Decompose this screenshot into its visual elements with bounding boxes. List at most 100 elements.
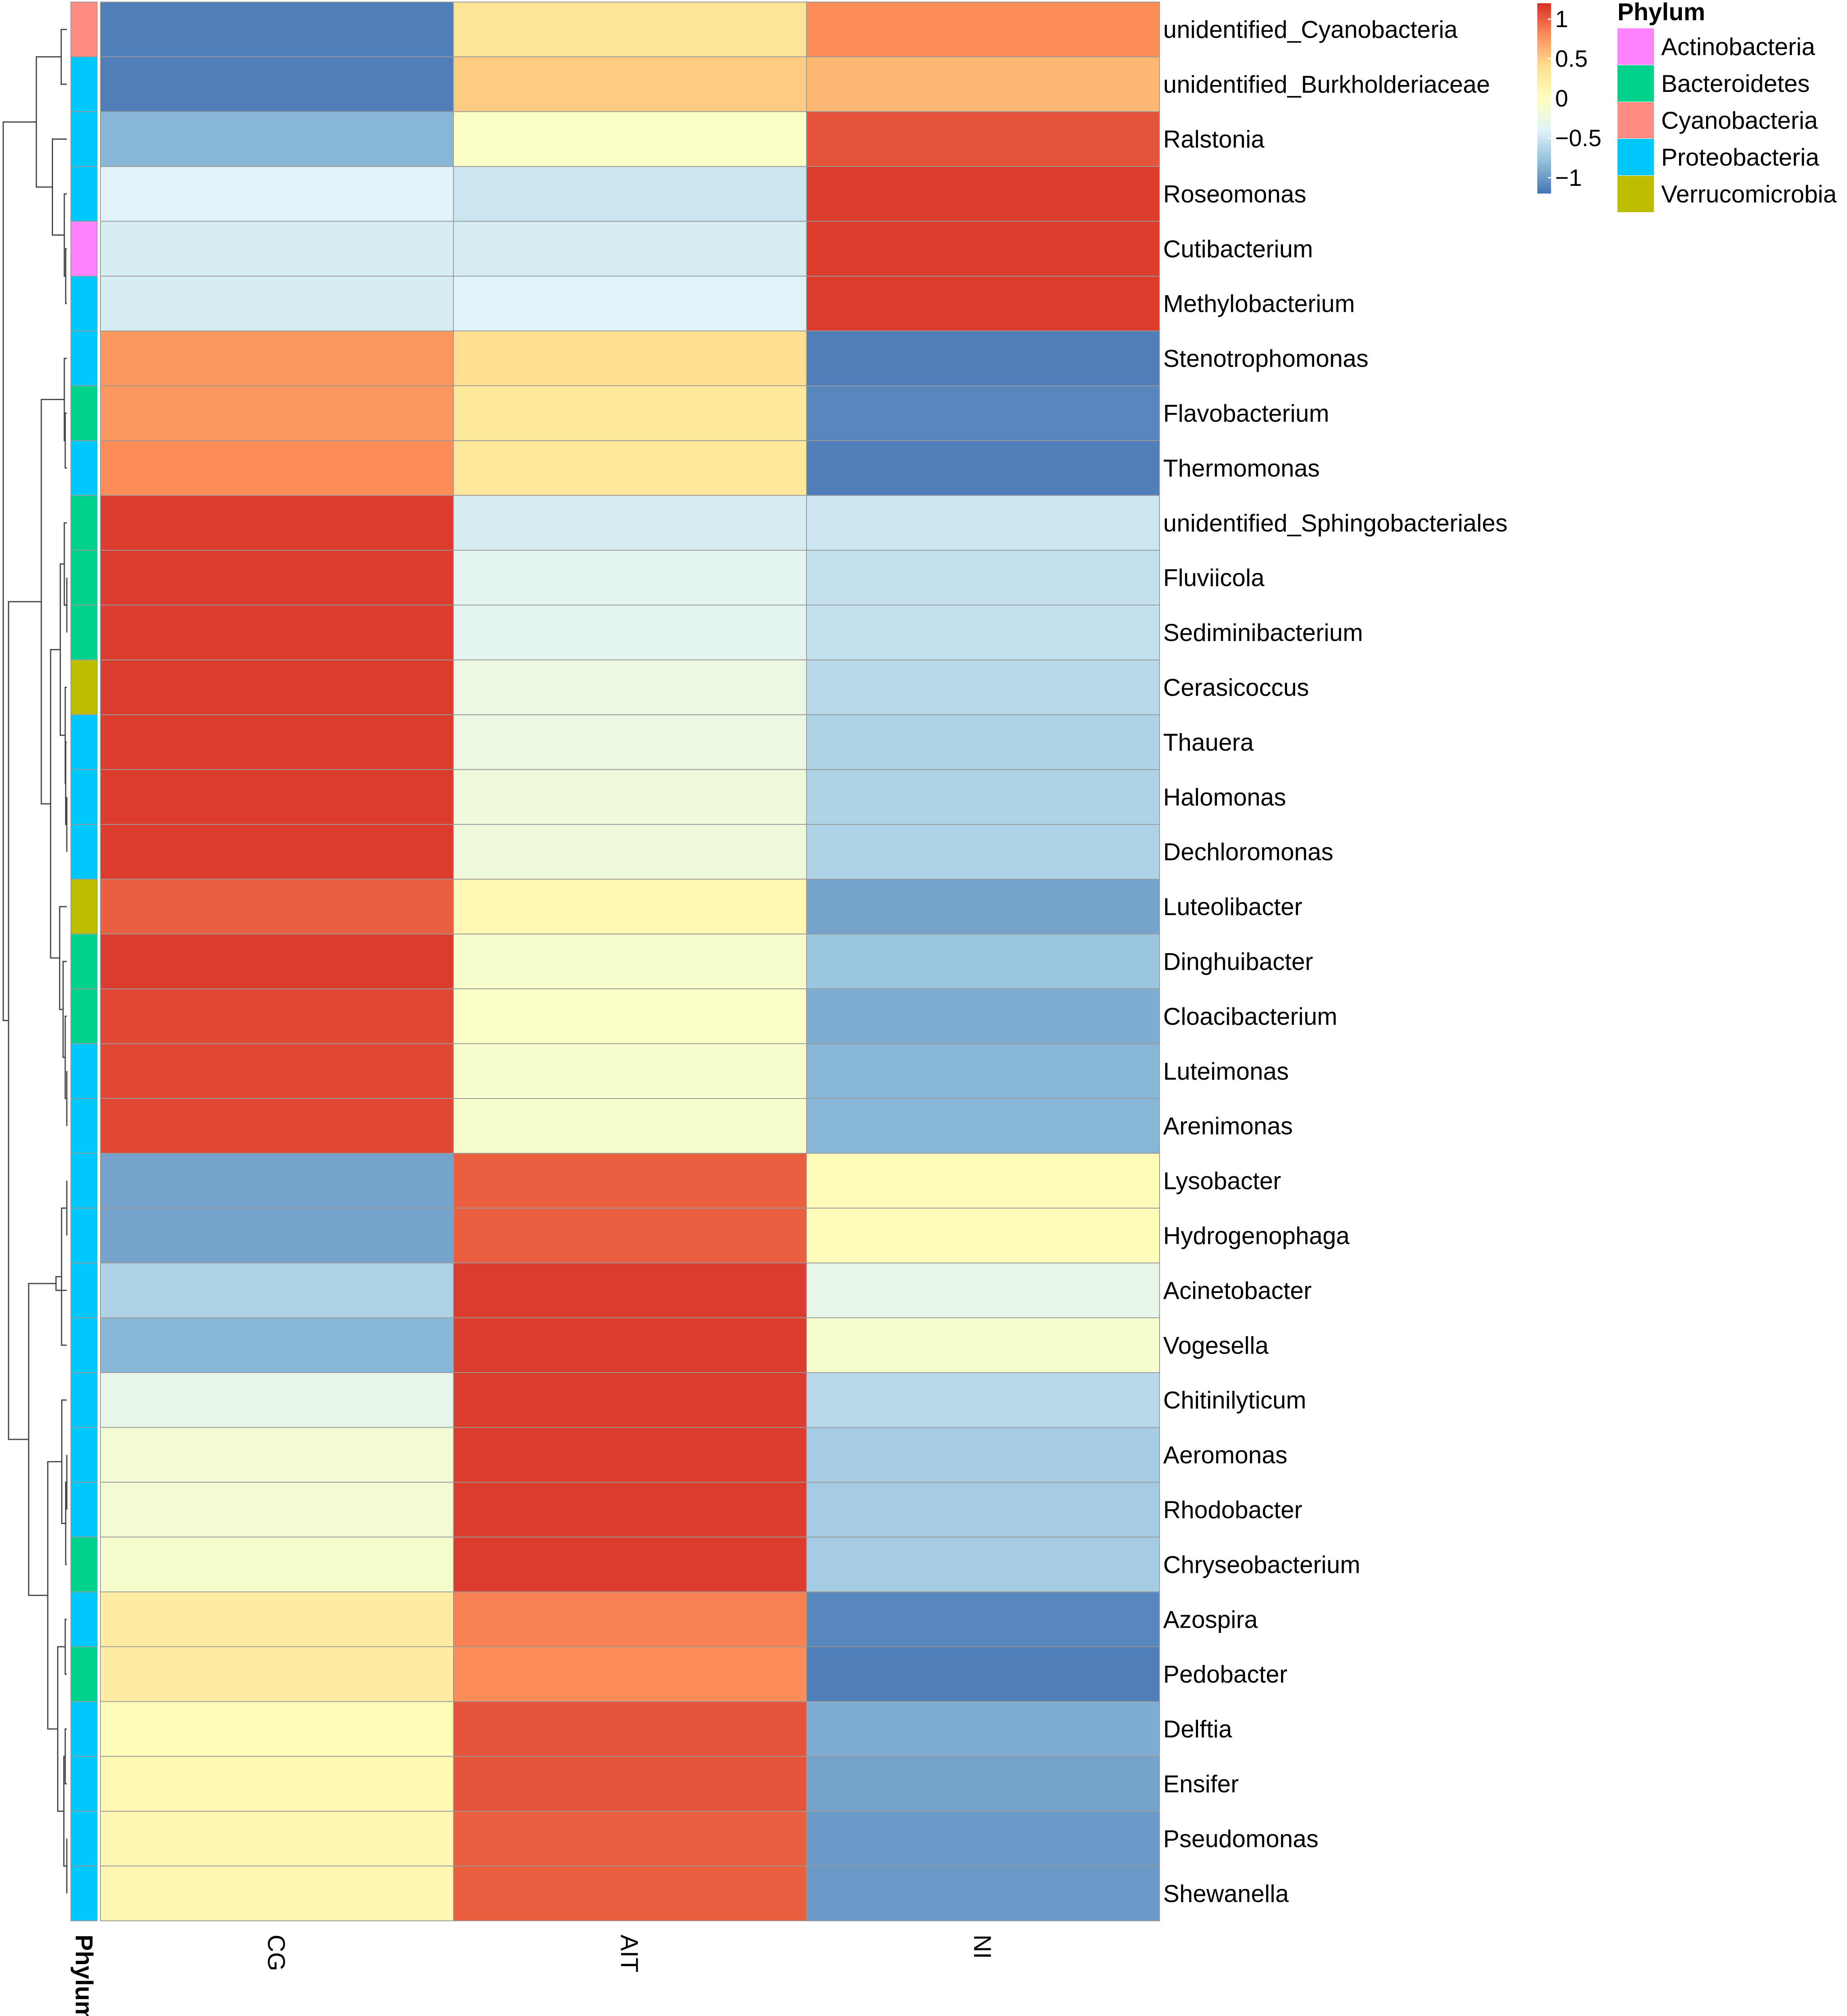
phylum-cell-stenotrophomonas [70,330,98,386]
cell-stenotrophomonas-ait [453,330,807,386]
cell-dechloromonas-cg [100,824,454,880]
dendrogram-branch-7 [40,399,64,805]
row-label-halomonas: Halomonas [1163,783,1286,811]
cell-ensifer-ait [453,1756,807,1812]
phylum-cell-lysobacter [70,1153,98,1209]
cell-hydrogenophaga-cg [100,1207,454,1264]
phylum-cell-roseomonas [70,166,98,222]
cell-shewanella-cg [100,1865,454,1922]
row-label-pseudomonas: Pseudomonas [1163,1825,1319,1852]
cell-azospira-cg [100,1591,454,1648]
cell-ralstonia-ni [806,111,1160,167]
phylum-cell-flavobacterium [70,385,98,441]
row-label-flavobacterium: Flavobacterium [1163,400,1329,427]
row-label-fluviicola: Fluviicola [1163,564,1265,592]
color-scale-tick-label-4: −1 [1555,165,1582,191]
cell-sediminibacterium-cg [100,605,454,660]
row-label-hydrogenophaga: Hydrogenophaga [1163,1222,1350,1250]
cell-cutibacterium-cg [100,221,454,277]
cell-halomonas-ni [806,769,1160,825]
row-label-dinghuibacter: Dinghuibacter [1163,948,1313,975]
cell-cerasicoccus-ni [806,659,1160,715]
cell-unidentified-burkholderiaceae-ni [806,56,1160,112]
cell-aeromonas-ait [453,1427,807,1483]
phylum-cell-rhodobacter [70,1482,98,1538]
cell-arenimonas-ait [453,1098,807,1154]
phylum-legend-swatch-bacteroidetes [1617,65,1654,102]
cell-fluviicola-ni [806,550,1160,606]
cell-lysobacter-ni [806,1153,1160,1209]
cell-unidentified-cyanobacteria-ait [453,2,807,57]
cell-hydrogenophaga-ait [453,1207,807,1264]
dendrogram-branch-10 [50,649,60,959]
cell-dechloromonas-ni [806,824,1160,880]
cell-pedobacter-ait [453,1646,807,1702]
row-label-sediminibacterium: Sediminibacterium [1163,619,1363,646]
color-scale-tick-label-3: −0.5 [1555,125,1602,151]
phylum-cell-pedobacter [70,1646,98,1702]
cell-stenotrophomonas-cg [100,330,454,386]
color-scale-tick-label-0: 1 [1555,6,1568,32]
annotation-axis-label: Phylum [70,1935,98,2016]
cell-vogesella-ni [806,1317,1160,1373]
cell-shewanella-ait [453,1865,807,1922]
cell-thauera-cg [100,714,454,770]
phylum-legend-label-proteobacteria: Proteobacteria [1661,144,1819,171]
phylum-legend-swatch-actinobacteria [1617,28,1654,65]
phylum-cell-ensifer [70,1756,98,1812]
heatmap-cells [100,2,1160,1922]
phylum-cell-azospira [70,1591,98,1648]
cell-halomonas-cg [100,769,454,825]
cell-methylobacterium-ait [453,276,807,332]
phylum-cell-thermomonas [70,440,98,496]
cell-delftia-cg [100,1701,454,1757]
cell-lysobacter-ait [453,1153,807,1209]
row-label-cloacibacterium: Cloacibacterium [1163,1003,1337,1030]
row-label-luteimonas: Luteimonas [1163,1058,1289,1085]
cell-aeromonas-ni [806,1427,1160,1483]
dendrogram-branch-9 [64,413,67,469]
row-labels: unidentified_Cyanobacteria unidentified_B… [1163,16,1508,1907]
cell-luteimonas-ni [806,1043,1160,1099]
phylum-cell-pseudomonas [70,1811,98,1867]
dendrogram-branch-6 [8,601,42,1440]
cell-acinetobacter-ait [453,1262,807,1318]
dendrogram-branch-21 [28,1283,56,1596]
cell-methylobacterium-cg [100,276,454,332]
cell-pedobacter-cg [100,1646,454,1702]
dendrogram-branch-19 [64,1015,67,1099]
dendrogram-branch-5 [65,248,67,304]
phylum-cell-arenimonas [70,1098,98,1154]
dendrogram-branch-1 [36,56,62,188]
cell-vogesella-ait [453,1317,807,1373]
row-label-cutibacterium: Cutibacterium [1163,235,1313,262]
row-label-pedobacter: Pedobacter [1163,1661,1287,1688]
column-label-ni: NI [969,1935,996,1959]
phylum-legend-swatch-proteobacteria [1617,139,1654,175]
cell-stenotrophomonas-ni [806,330,1160,386]
row-label-azospira: Azospira [1163,1606,1258,1633]
phylum-legend-swatch-verrucomicrobia [1617,176,1654,212]
cell-chitinilyticum-ni [806,1372,1160,1428]
row-label-chitinilyticum: Chitinilyticum [1163,1387,1306,1414]
phylum-legend-label-bacteroidetes: Bacteroidetes [1661,70,1810,97]
cell-chryseobacterium-ait [453,1537,807,1592]
phylum-axis-label: Phylum [70,1935,98,2016]
cell-cloacibacterium-ni [806,988,1160,1044]
cell-chitinilyticum-cg [100,1372,454,1428]
phylum-legend-label-actinobacteria: Actinobacteria [1661,33,1815,60]
cell-rhodobacter-ni [806,1482,1160,1538]
cell-hydrogenophaga-ni [806,1207,1160,1264]
cell-sediminibacterium-ni [806,605,1160,660]
cell-unidentified-sphingobacteriales-ni [806,495,1160,551]
cell-unidentified-cyanobacteria-ni [806,2,1160,57]
row-label-cerasicoccus: Cerasicoccus [1163,674,1309,701]
dendrogram-branch-26 [61,1399,67,1524]
phylum-cell-chryseobacterium [70,1537,98,1592]
cell-azospira-ait [453,1591,807,1648]
cell-thermomonas-ni [806,440,1160,496]
phylum-cell-vogesella [70,1317,98,1373]
cell-roseomonas-cg [100,166,454,222]
phylum-cell-hydrogenophaga [70,1207,98,1264]
row-label-ensifer: Ensifer [1163,1771,1239,1798]
